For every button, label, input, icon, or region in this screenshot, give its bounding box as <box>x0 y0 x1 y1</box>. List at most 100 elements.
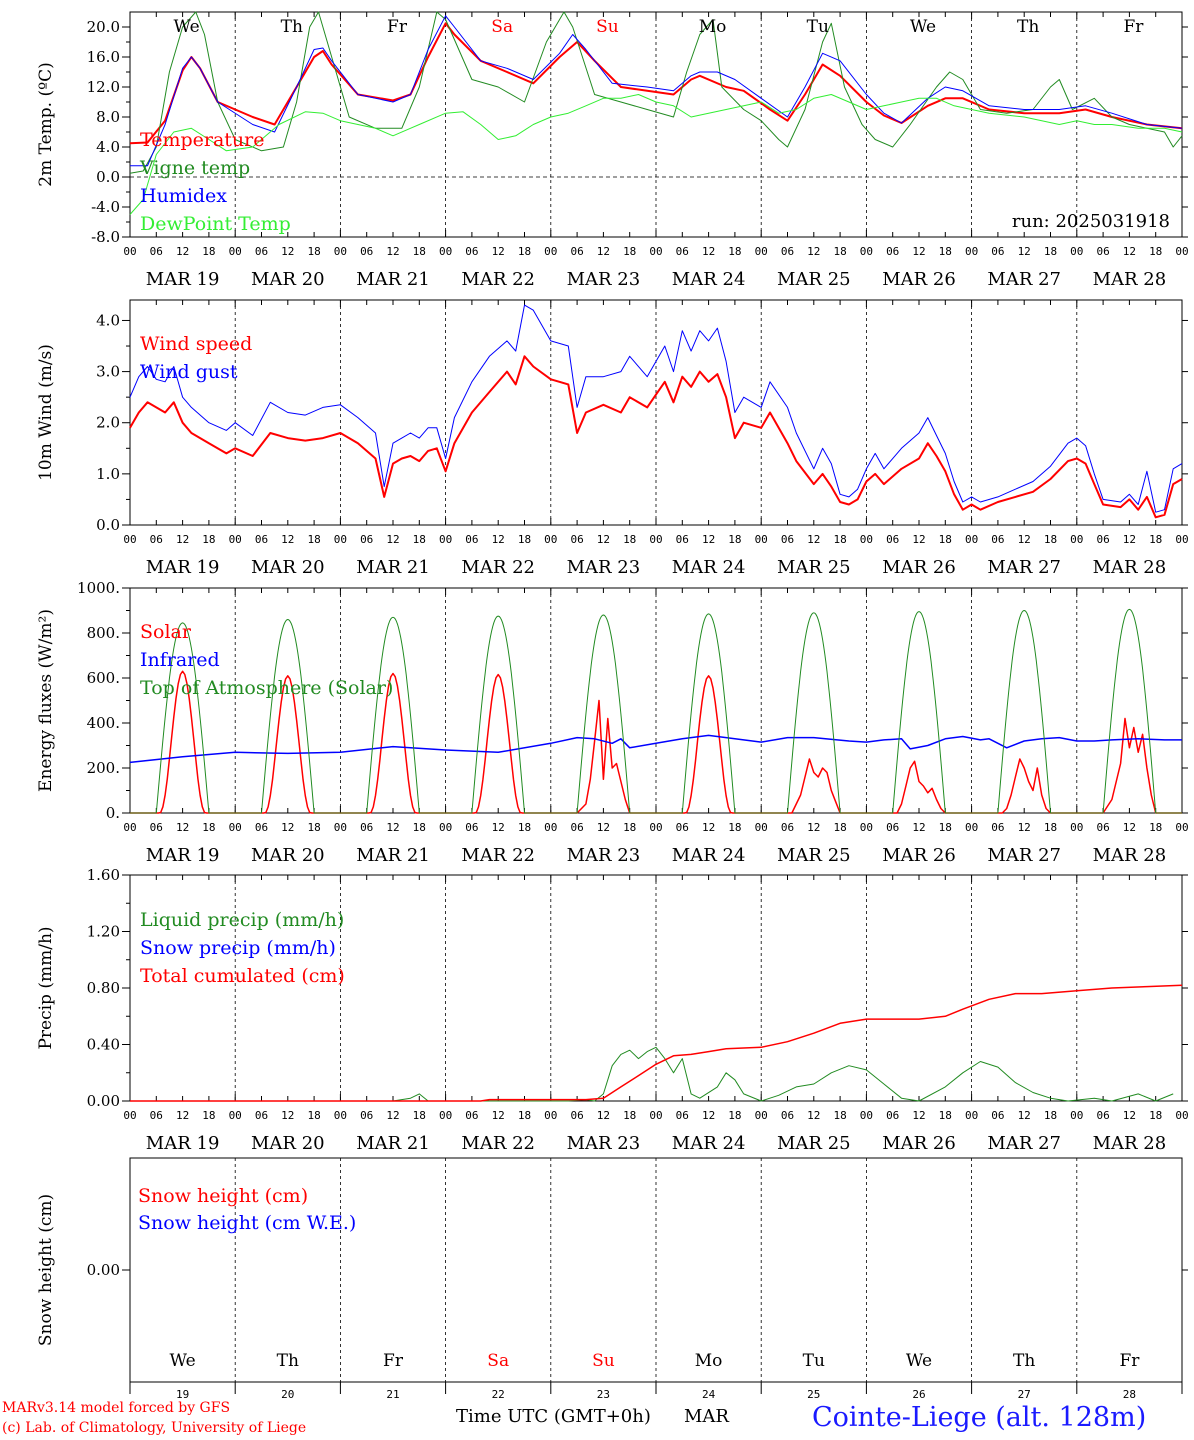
hour-tick-label: 06 <box>676 533 689 546</box>
y-tick-label: 400. <box>87 714 120 732</box>
date-label: MAR 21 <box>356 1133 430 1154</box>
day-of-week-bottom: Sa <box>487 1351 509 1371</box>
day-number-label: 19 <box>176 1388 189 1401</box>
hour-tick-label: 18 <box>518 1109 531 1122</box>
date-label: MAR 26 <box>882 557 956 578</box>
hour-tick-label: 12 <box>386 1109 399 1122</box>
hour-tick-label: 00 <box>755 533 768 546</box>
hour-tick-label: 18 <box>939 533 952 546</box>
date-label: MAR 28 <box>1093 845 1167 866</box>
hour-tick-label: 00 <box>439 533 452 546</box>
hour-tick-label: 12 <box>807 245 820 258</box>
hour-tick-label: 06 <box>991 533 1004 546</box>
copyright: (c) Lab. of Climatology, University of L… <box>2 1420 307 1436</box>
hour-tick-label: 00 <box>1070 245 1083 258</box>
day-number-label: 23 <box>597 1388 610 1401</box>
hour-tick-label: 18 <box>307 245 320 258</box>
series-vigne-temp <box>129 11 1183 174</box>
hour-tick-label: 00 <box>965 533 978 546</box>
day-of-week-bottom: Tu <box>803 1351 825 1371</box>
hour-tick-label: 06 <box>781 821 794 834</box>
hour-tick-label: 18 <box>833 821 846 834</box>
date-label: MAR 22 <box>461 269 535 290</box>
date-label: MAR 19 <box>146 1133 220 1154</box>
hour-tick-label: 12 <box>702 821 715 834</box>
y-tick-label: 1.20 <box>87 923 120 941</box>
hour-tick-label: 18 <box>1044 245 1057 258</box>
date-label: MAR 27 <box>987 269 1061 290</box>
hour-tick-label: 18 <box>728 821 741 834</box>
date-label: MAR 23 <box>567 1133 641 1154</box>
hour-tick-label: 06 <box>150 533 163 546</box>
hour-tick-label: 18 <box>307 533 320 546</box>
y-tick-label: 16.0 <box>87 48 120 66</box>
hour-tick-label: 12 <box>386 821 399 834</box>
hour-tick-label: 12 <box>597 821 610 834</box>
day-of-week-bottom: Fr <box>1119 1351 1140 1371</box>
hour-tick-label: 00 <box>334 821 347 834</box>
hour-tick-label: 00 <box>1175 1109 1188 1122</box>
date-label: MAR 22 <box>461 557 535 578</box>
day-of-week-bottom: Su <box>592 1351 615 1371</box>
hour-tick-label: 06 <box>781 533 794 546</box>
day-number-label: 27 <box>1018 1388 1031 1401</box>
hour-tick-label: 18 <box>833 1109 846 1122</box>
day-of-week-bottom: Th <box>277 1351 299 1371</box>
hour-tick-label: 06 <box>676 245 689 258</box>
hour-tick-label: 12 <box>1018 821 1031 834</box>
hour-tick-label: 12 <box>1018 533 1031 546</box>
hour-tick-label: 06 <box>570 821 583 834</box>
day-of-week-top: Fr <box>1123 17 1144 37</box>
hour-tick-label: 06 <box>255 821 268 834</box>
hour-tick-label: 12 <box>1123 245 1136 258</box>
y-tick-label: 0.00 <box>87 1092 120 1110</box>
hour-tick-label: 06 <box>465 1109 478 1122</box>
hour-tick-label: 18 <box>518 533 531 546</box>
date-label: MAR 27 <box>987 557 1061 578</box>
hour-tick-label: 00 <box>755 1109 768 1122</box>
series-solar <box>130 670 1182 814</box>
hour-tick-label: 18 <box>202 821 215 834</box>
hour-tick-label: 18 <box>1044 533 1057 546</box>
legend-entry: Vigne temp <box>139 157 250 179</box>
hour-tick-label: 00 <box>439 821 452 834</box>
hour-tick-label: 12 <box>702 245 715 258</box>
hour-tick-label: 18 <box>1149 1109 1162 1122</box>
day-number-label: 21 <box>386 1388 399 1401</box>
hour-tick-label: 00 <box>860 245 873 258</box>
y-axis-label: 10m Wind (m/s) <box>36 344 56 481</box>
hour-tick-label: 00 <box>965 1109 978 1122</box>
hour-tick-label: 18 <box>518 245 531 258</box>
hour-tick-label: 06 <box>886 1109 899 1122</box>
y-tick-label: -8.0 <box>91 228 120 246</box>
date-label: MAR 26 <box>882 845 956 866</box>
hour-tick-label: 06 <box>465 245 478 258</box>
hour-tick-label: 06 <box>150 821 163 834</box>
hour-tick-label: 00 <box>544 821 557 834</box>
day-of-week-bottom: Mo <box>695 1351 723 1371</box>
hour-tick-label: 12 <box>386 245 399 258</box>
date-label: MAR 26 <box>882 1133 956 1154</box>
hour-tick-label: 12 <box>912 1109 925 1122</box>
hour-tick-label: 00 <box>229 1109 242 1122</box>
date-label: MAR 19 <box>146 845 220 866</box>
hour-tick-label: 06 <box>1096 533 1109 546</box>
hour-tick-label: 06 <box>991 245 1004 258</box>
hour-tick-label: 06 <box>1096 245 1109 258</box>
y-axis-label: Energy fluxes (W/m²) <box>36 609 56 792</box>
legend-entry: Wind gust <box>140 361 238 383</box>
y-tick-label: 20.0 <box>87 18 120 36</box>
hour-tick-label: 18 <box>623 1109 636 1122</box>
date-label: MAR 25 <box>777 557 851 578</box>
y-axis-label: Snow height (cm) <box>36 1194 56 1346</box>
day-number-label: 22 <box>492 1388 505 1401</box>
hour-tick-label: 12 <box>702 1109 715 1122</box>
hour-tick-label: 18 <box>1044 821 1057 834</box>
date-label: MAR 24 <box>672 1133 746 1154</box>
series-liquid-precip-mm-h- <box>130 1046 1174 1102</box>
hour-tick-label: 00 <box>649 245 662 258</box>
day-of-week-top: We <box>174 17 200 37</box>
date-label: MAR 20 <box>251 557 325 578</box>
date-label: MAR 22 <box>461 845 535 866</box>
